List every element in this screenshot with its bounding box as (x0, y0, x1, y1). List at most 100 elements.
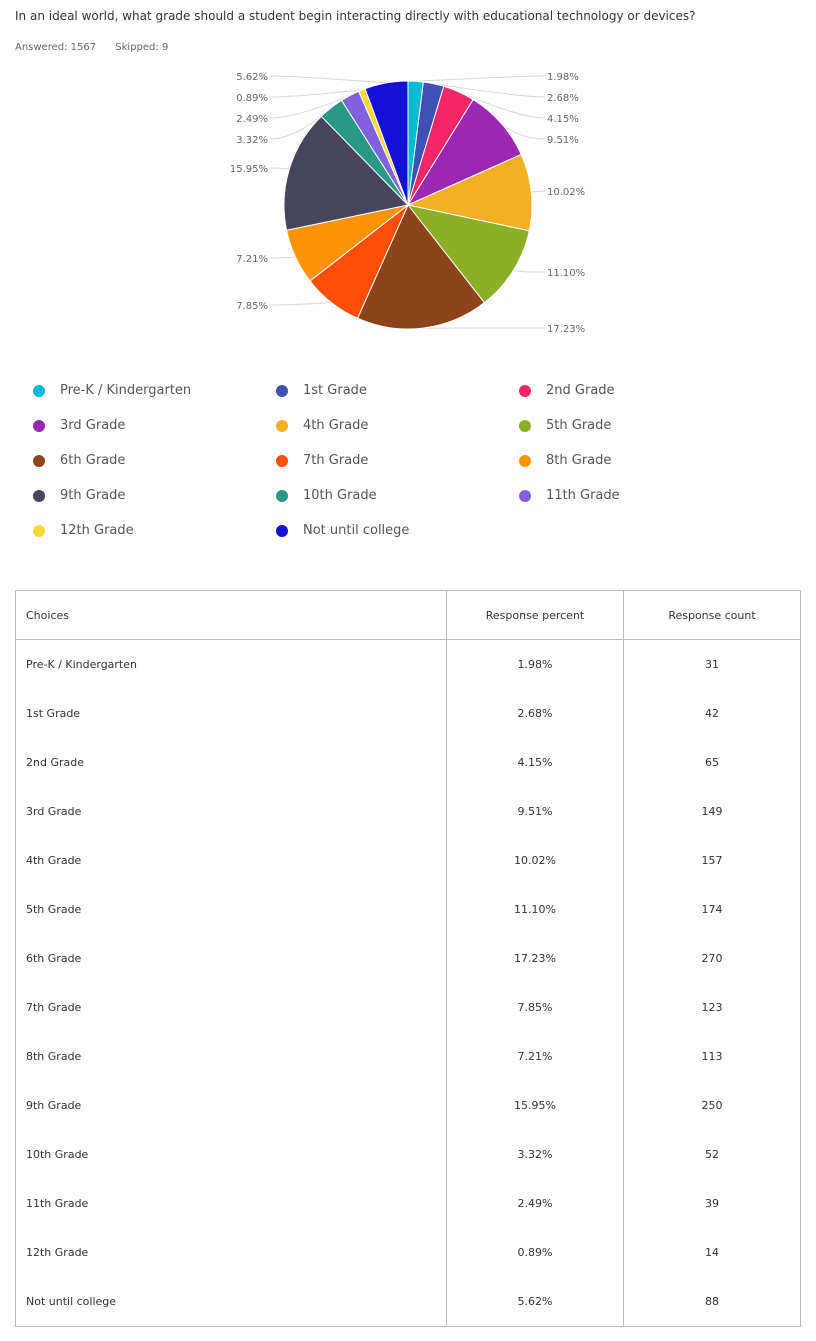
percent-cell: 1.98% (446, 639, 624, 689)
choice-cell: 5th Grade (15, 885, 447, 934)
legend-label: Not until college (303, 523, 410, 538)
legend-item: 1st Grade (276, 383, 367, 398)
count-cell: 174 (623, 885, 801, 934)
legend-swatch (33, 489, 45, 502)
table-row: Not until college 5.62% 88 (15, 1277, 801, 1327)
legend-label: 7th Grade (303, 453, 369, 468)
legend-swatch (33, 454, 45, 467)
pie-slice (283, 115, 409, 231)
slice-percent-label: 5.62% (236, 72, 268, 83)
count-cell: 157 (623, 836, 801, 885)
label-leader-line (269, 75, 387, 84)
percent-cell: 2.49% (446, 1179, 624, 1228)
legend-swatch (519, 419, 531, 432)
percent-cell: 4.15% (446, 738, 624, 787)
label-leader-line (531, 190, 546, 193)
legend-item: 4th Grade (276, 418, 368, 433)
label-leader-line (501, 122, 546, 140)
question-title: In an ideal world, what grade should a s… (15, 9, 696, 23)
count-cell: 113 (623, 1032, 801, 1081)
legend-swatch (33, 384, 45, 397)
header-response-percent: Response percent (446, 590, 624, 640)
legend-item: 5th Grade (519, 418, 611, 433)
table-row: 8th Grade 7.21% 113 (15, 1032, 801, 1081)
label-leader-line (415, 75, 546, 82)
slice-percent-label: 1.98% (547, 72, 579, 83)
slice-percent-label: 0.89% (236, 93, 268, 104)
table-row: 3rd Grade 9.51% 149 (15, 787, 801, 836)
slice-percent-label: 11.10% (547, 268, 585, 279)
legend-item: 9th Grade (33, 488, 125, 503)
legend-item: 7th Grade (276, 453, 368, 468)
percent-cell: 3.32% (446, 1130, 624, 1179)
choice-cell: 7th Grade (15, 983, 447, 1032)
skipped-count: Skipped: 9 (115, 42, 169, 53)
pie-slice (356, 204, 486, 330)
percent-cell: 17.23% (446, 934, 624, 983)
table-row: Pre-K / Kindergarten 1.98% 31 (15, 639, 801, 689)
legend-swatch (33, 524, 45, 537)
legend-item: Not until college (276, 523, 409, 538)
legend-label: 8th Grade (546, 453, 612, 468)
count-cell: 42 (623, 689, 801, 738)
count-cell: 52 (623, 1130, 801, 1179)
label-leader-line (513, 270, 546, 273)
slice-percent-label: 7.21% (236, 254, 268, 265)
legend-label: 3rd Grade (60, 418, 126, 433)
choice-cell: Not until college (15, 1277, 447, 1327)
label-leader-line (269, 89, 362, 98)
legend-swatch (33, 419, 45, 432)
legend-swatch (519, 384, 531, 397)
legend-item: 8th Grade (519, 453, 611, 468)
table-row: 2nd Grade 4.15% 65 (15, 738, 801, 787)
legend-swatch (519, 454, 531, 467)
slice-percent-label: 4.15% (547, 114, 579, 125)
percent-cell: 10.02% (446, 836, 624, 885)
table-row: 6th Grade 17.23% 270 (15, 934, 801, 983)
count-cell: 149 (623, 787, 801, 836)
choice-cell: 2nd Grade (15, 738, 447, 787)
pie-slice (406, 204, 530, 304)
count-cell: 250 (623, 1081, 801, 1130)
table-row: 11th Grade 2.49% 39 (15, 1179, 801, 1228)
legend-label: 10th Grade (303, 488, 377, 503)
table-row: 4th Grade 10.02% 157 (15, 836, 801, 885)
percent-cell: 2.68% (446, 689, 624, 738)
choice-cell: Pre-K / Kindergarten (15, 639, 447, 689)
table-row: 9th Grade 15.95% 250 (15, 1081, 801, 1130)
slice-percent-label: 3.32% (236, 135, 268, 146)
legend-label: 5th Grade (546, 418, 612, 433)
legend-label: Pre-K / Kindergarten (60, 383, 192, 398)
choice-cell: 6th Grade (15, 934, 447, 983)
legend-item: 6th Grade (33, 453, 125, 468)
slice-percent-label: 17.23% (547, 324, 585, 335)
legend-swatch (276, 489, 288, 502)
choice-cell: 1st Grade (15, 689, 447, 738)
pie-slice (406, 153, 533, 232)
choice-cell: 9th Grade (15, 1081, 447, 1130)
table-row: 1st Grade 2.68% 42 (15, 689, 801, 738)
legend-label: 6th Grade (60, 453, 126, 468)
label-leader-line (458, 91, 546, 119)
response-stats: Answered: 1567 Skipped: 9 (15, 42, 184, 53)
answered-count: Answered: 1567 (15, 42, 97, 53)
legend-item: 12th Grade (33, 523, 134, 538)
count-cell: 39 (623, 1179, 801, 1228)
label-leader-line (269, 302, 332, 306)
legend-swatch (276, 524, 288, 537)
choice-cell: 12th Grade (15, 1228, 447, 1277)
legend-swatch (276, 454, 288, 467)
slice-percent-label: 2.68% (547, 93, 579, 104)
pie-slice (364, 80, 409, 206)
slice-percent-label: 15.95% (230, 164, 268, 175)
legend-label: 2nd Grade (546, 383, 615, 398)
percent-cell: 7.85% (446, 983, 624, 1032)
slice-percent-label: 7.85% (236, 301, 268, 312)
legend-swatch (276, 419, 288, 432)
choice-cell: 3rd Grade (15, 787, 447, 836)
percent-cell: 9.51% (446, 787, 624, 836)
table-row: 12th Grade 0.89% 14 (15, 1228, 801, 1277)
count-cell: 88 (623, 1277, 801, 1327)
count-cell: 31 (623, 639, 801, 689)
percent-cell: 15.95% (446, 1081, 624, 1130)
